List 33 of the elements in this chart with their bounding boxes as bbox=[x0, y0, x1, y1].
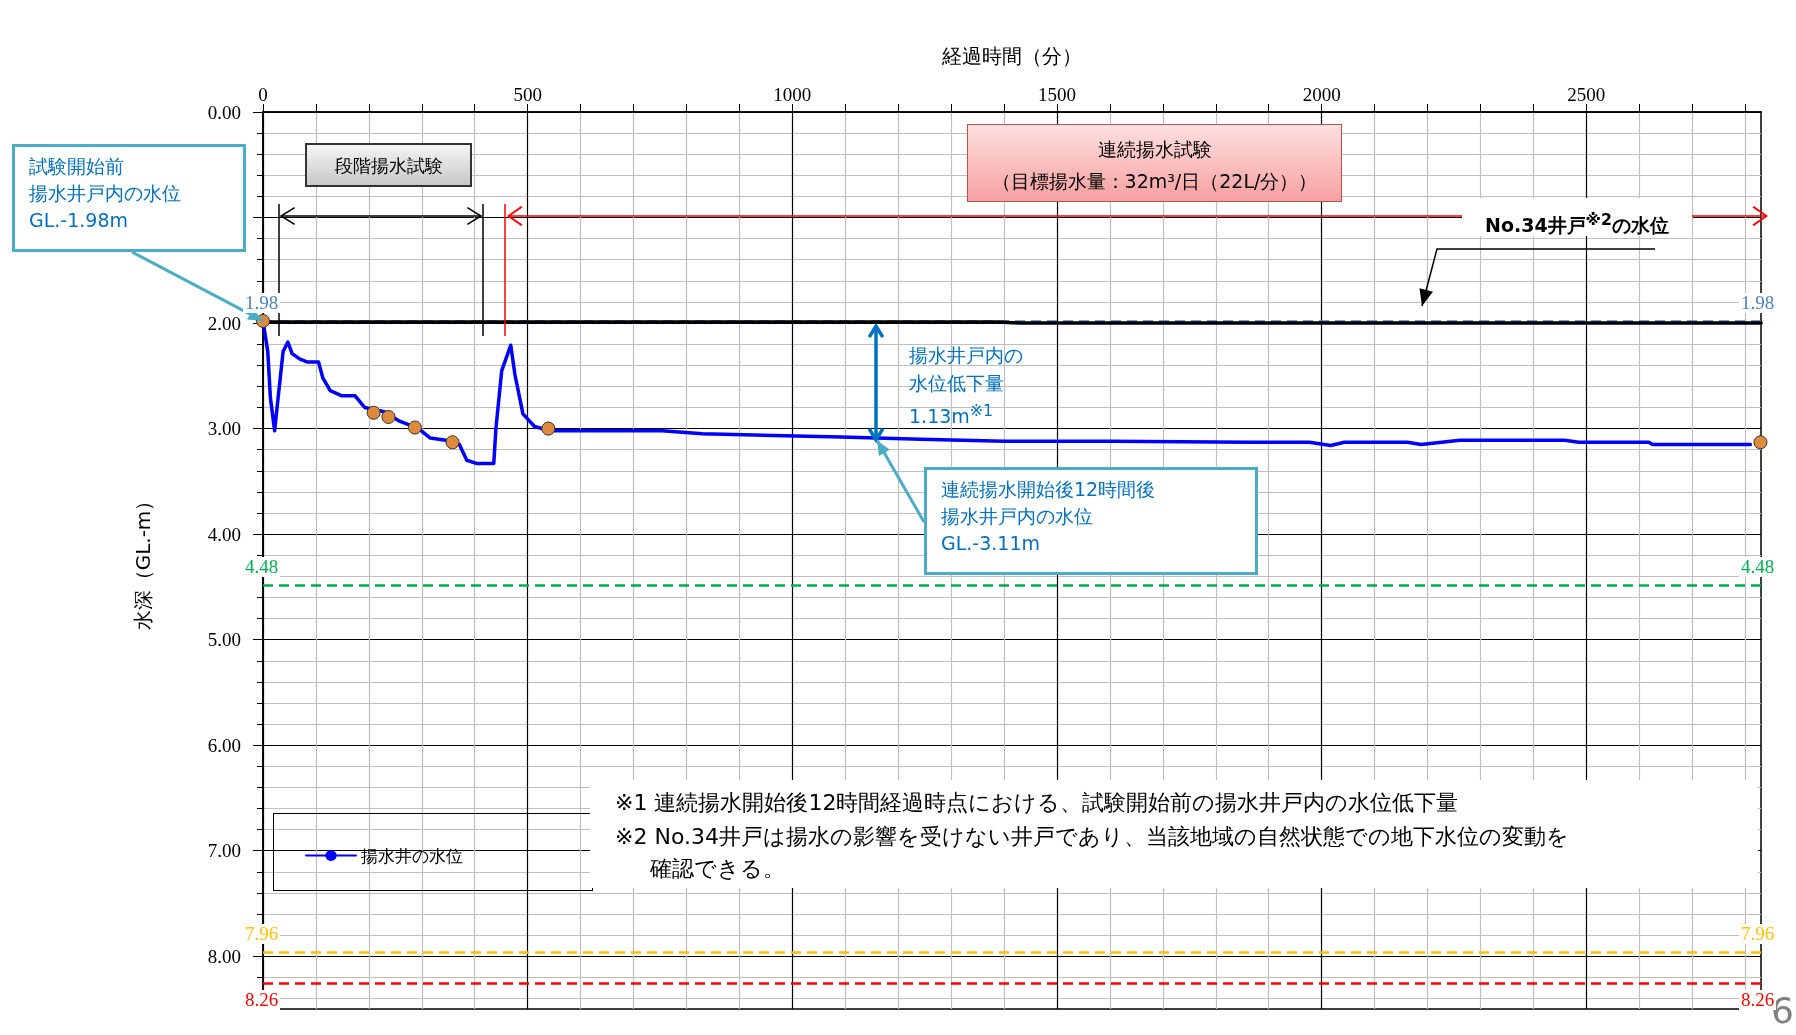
y-tick-label: 3.00 bbox=[207, 418, 241, 440]
annotation: ※1 連続揚水開始後12時間経過時点における、試験開始前の揚水井戸内の水位低下量 bbox=[614, 789, 1460, 816]
text: 1.98 bbox=[1741, 291, 1775, 313]
ref-line-label: 1.98 bbox=[243, 291, 281, 313]
annotation: 揚水井戸内の水位低下量1.13m$^{※1}$ bbox=[908, 343, 1024, 430]
x-tick-label: 1500 bbox=[1037, 84, 1076, 105]
y-tick-label: 6.00 bbox=[207, 734, 241, 756]
x-tick-label: 1000 bbox=[773, 84, 812, 105]
text: 4.48 bbox=[1741, 555, 1775, 577]
point bbox=[445, 435, 460, 450]
y-tick-label: 0.00 bbox=[207, 101, 241, 123]
point bbox=[381, 409, 396, 424]
y-axis-title: 水深（GL.-m） bbox=[131, 490, 155, 631]
y-tick-label: 5.00 bbox=[207, 629, 241, 651]
ref-line-label: 4.48 bbox=[243, 555, 281, 577]
x-tick-label: 2000 bbox=[1302, 84, 1341, 105]
text: 7.96 bbox=[1741, 923, 1775, 944]
x-tick-label: 2500 bbox=[1567, 84, 1606, 105]
ref-line-label: 8.26 bbox=[243, 988, 281, 1010]
text: 8.26 bbox=[1741, 988, 1775, 1010]
ref-line-label: 7.96 bbox=[243, 923, 281, 944]
point bbox=[1753, 435, 1768, 450]
x-axis-title: 経過時間（分） bbox=[941, 44, 1082, 68]
x-tick-label: 500 bbox=[513, 84, 542, 105]
y-tick-label: 2.00 bbox=[207, 312, 241, 334]
y-tick-label: 4.00 bbox=[207, 523, 241, 545]
x-tick-label: 0 bbox=[258, 84, 268, 105]
y-tick-label: 8.00 bbox=[207, 945, 241, 967]
y-tick-label: 7.00 bbox=[207, 840, 241, 862]
point bbox=[407, 420, 422, 435]
annotation: ※2 No.34井戸は揚水の影響を受けない井戸であり、当該地域の自然状態での地下水位の変動を確認できる。 bbox=[614, 823, 1570, 882]
point bbox=[366, 405, 381, 420]
point bbox=[541, 421, 556, 436]
